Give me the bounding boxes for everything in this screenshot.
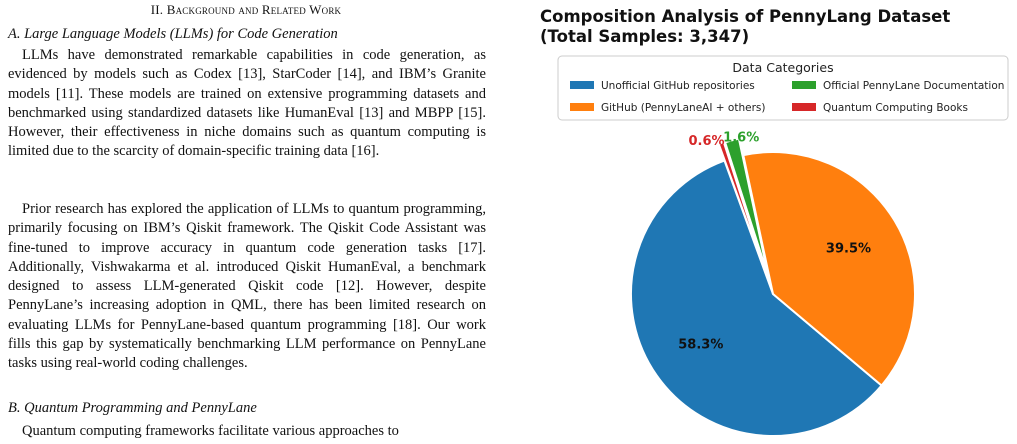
legend-label: Unofficial GitHub repositories <box>601 80 755 92</box>
section-number: II. <box>150 2 164 17</box>
slice-percent-label: 0.6% <box>688 134 724 149</box>
legend-label: Quantum Computing Books <box>823 102 968 114</box>
pie-chart: Composition Analysis of PennyLang Datase… <box>540 0 1017 444</box>
legend-label: GitHub (PennyLaneAI + others) <box>601 102 765 114</box>
legend-frame <box>557 55 1009 121</box>
legend-item: Official PennyLane Documentation <box>792 80 1004 92</box>
subsection-heading-a: A. Large Language Models (LLMs) for Code… <box>8 26 338 42</box>
paper-column: II. Background and Related Work A. Large… <box>0 0 492 444</box>
legend-item: Quantum Computing Books <box>792 102 968 114</box>
legend-item: Unofficial GitHub repositories <box>570 80 755 92</box>
pie-slice <box>724 137 770 279</box>
chart-title: Composition Analysis of PennyLang Datase… <box>540 7 950 26</box>
slice-percent-label: 1.6% <box>723 131 759 146</box>
legend-items: Unofficial GitHub repositories GitHub (Pe… <box>570 80 1004 114</box>
legend-swatch <box>570 103 594 111</box>
pie-slice <box>742 151 916 387</box>
paragraph: Quantum computing frameworks facilitate … <box>22 423 399 439</box>
pie-slice <box>717 141 769 279</box>
legend-item: GitHub (PennyLaneAI + others) <box>570 102 765 114</box>
slice-percent-label: 58.3% <box>678 337 723 352</box>
legend: Data Categories Unofficial GitHub reposi… <box>557 55 1009 121</box>
pie-chart-svg: Composition Analysis of PennyLang Datase… <box>540 7 1009 437</box>
section-title: Background and Related Work <box>166 2 342 17</box>
paragraph: Prior research has explored the applicat… <box>8 201 486 372</box>
slice-percent-label: 39.5% <box>826 242 871 257</box>
section-heading: II. Background and Related Work <box>0 2 492 18</box>
legend-label: Official PennyLane Documentation <box>823 80 1004 92</box>
legend-swatch <box>792 103 816 111</box>
pie-slice <box>630 159 883 437</box>
pie <box>630 137 916 437</box>
legend-swatch <box>570 81 594 89</box>
subsection-heading-b: B. Quantum Programming and PennyLane <box>8 400 257 416</box>
chart-subtitle: (Total Samples: 3,347) <box>540 27 749 46</box>
legend-swatch <box>792 81 816 89</box>
paragraph: LLMs have demonstrated remarkable capabi… <box>8 47 486 160</box>
legend-title: Data Categories <box>732 60 833 75</box>
pie-labels: 58.3% 39.5% 1.6%0.6% <box>678 131 871 353</box>
